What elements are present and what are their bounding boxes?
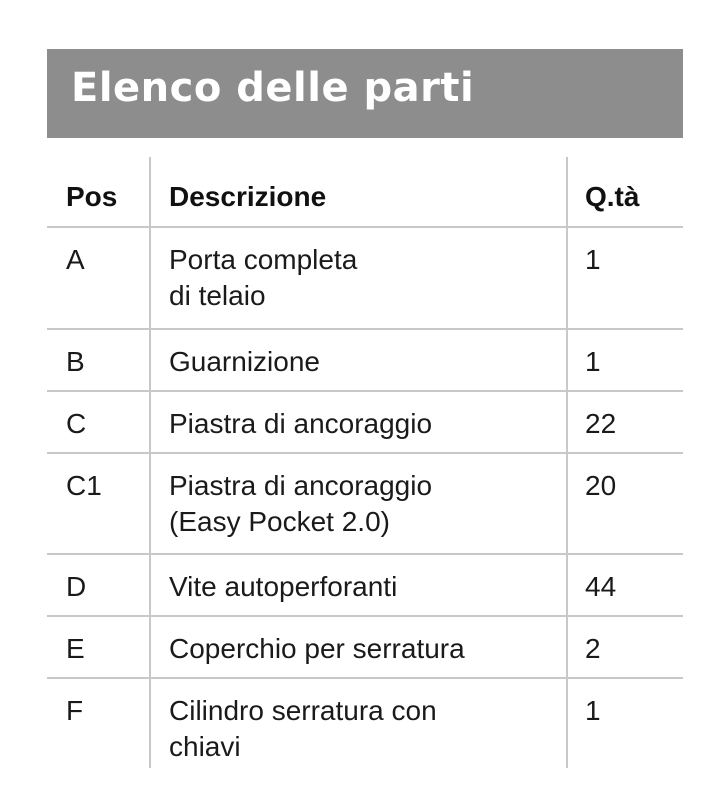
table-header-row: Pos Descrizione Q.tà	[47, 157, 683, 228]
description-line: Guarnizione	[169, 346, 320, 377]
parts-table: Pos Descrizione Q.tà A Porta completa di t…	[47, 157, 683, 768]
cell-pos: A	[66, 244, 85, 275]
description-line: (Easy Pocket 2.0)	[169, 506, 390, 537]
cell-pos: C	[66, 408, 87, 439]
description-line: di telaio	[169, 280, 266, 311]
title-bar: Elenco delle parti	[47, 49, 683, 138]
cell-qty: 1	[585, 244, 601, 275]
cell-qty: 22	[585, 408, 617, 439]
description-line: chiavi	[169, 731, 241, 762]
column-divider	[149, 157, 151, 768]
cell-qty: 1	[585, 346, 601, 377]
cell-qty: 1	[585, 695, 601, 726]
table-row: C Piastra di ancoraggio 22	[47, 392, 683, 454]
header-pos: Pos	[66, 181, 118, 212]
cell-description: Porta completa di telaio	[169, 242, 559, 314]
table-row: A Porta completa di telaio 1	[47, 228, 683, 330]
table-row: E Coperchio per serratura 2	[47, 617, 683, 679]
description-line: Vite autoperforanti	[169, 571, 398, 602]
cell-pos: E	[66, 633, 85, 664]
description-line: Coperchio per serratura	[169, 633, 465, 664]
cell-qty: 44	[585, 571, 617, 602]
cell-description: Piastra di ancoraggio	[169, 406, 559, 442]
cell-description: Guarnizione	[169, 344, 559, 380]
cell-qty: 2	[585, 633, 601, 664]
cell-pos: C1	[66, 470, 102, 501]
description-line: Cilindro serratura con	[169, 695, 437, 726]
cell-pos: F	[66, 695, 84, 726]
description-line: Porta completa	[169, 244, 358, 275]
cell-description: Vite autoperforanti	[169, 569, 559, 605]
column-divider	[566, 157, 568, 768]
table-row: D Vite autoperforanti 44	[47, 555, 683, 617]
description-line: Piastra di ancoraggio	[169, 408, 433, 439]
table-row: C1 Piastra di ancoraggio (Easy Pocket 2.0)…	[47, 454, 683, 555]
cell-description: Coperchio per serratura	[169, 631, 559, 667]
cell-description: Cilindro serratura con chiavi	[169, 693, 559, 765]
cell-description: Piastra di ancoraggio (Easy Pocket 2.0)	[169, 468, 559, 540]
cell-qty: 20	[585, 470, 617, 501]
header-description: Descrizione	[169, 181, 327, 212]
page-title: Elenco delle parti	[71, 65, 475, 111]
description-line: Piastra di ancoraggio	[169, 470, 433, 501]
table-row: F Cilindro serratura con chiavi 1	[47, 679, 683, 768]
cell-pos: B	[66, 346, 85, 377]
table-row: B Guarnizione 1	[47, 330, 683, 392]
cell-pos: D	[66, 571, 87, 602]
header-qty: Q.tà	[585, 181, 640, 212]
